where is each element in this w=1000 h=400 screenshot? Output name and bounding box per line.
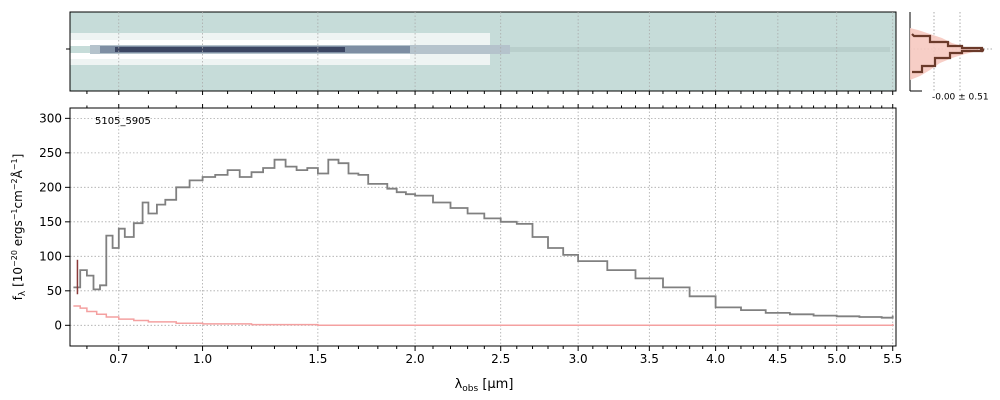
y-axis-label-part: ] bbox=[11, 154, 25, 159]
profile-marker bbox=[979, 47, 985, 53]
y-axis-label-part: −2 bbox=[10, 178, 19, 190]
spectrum-2d-gridlines bbox=[118, 12, 894, 91]
y-axis-label-part: Å bbox=[10, 169, 25, 178]
profile-annotation: -0.00 ± 0.51 bbox=[932, 93, 989, 103]
plot-area bbox=[70, 108, 896, 346]
x-tick-label: 4.0 bbox=[706, 352, 725, 366]
x-tick-label: 5.0 bbox=[827, 352, 846, 366]
plot-frame bbox=[69, 107, 897, 347]
y-axis-label-part: λ bbox=[18, 290, 28, 296]
spectrum-2d-bright-lower bbox=[70, 53, 410, 59]
x-tick-label: 1.5 bbox=[308, 352, 327, 366]
x-axis-label: λobs [μm] bbox=[455, 377, 514, 394]
x-tick-label: 3.0 bbox=[569, 352, 588, 366]
x-tick-label: 5.5 bbox=[883, 352, 902, 366]
series-line bbox=[73, 305, 894, 327]
y-tick-label: 300 bbox=[39, 111, 62, 125]
x-tick-label: 4.5 bbox=[768, 352, 787, 366]
y-tick-label: 50 bbox=[47, 284, 62, 298]
y-axis-label-part: −20 bbox=[10, 250, 19, 267]
y-tick-label: 0 bbox=[54, 318, 62, 332]
x-tick-label: 1.0 bbox=[193, 352, 212, 366]
y-axis-ticks: 0 50 100 150 200 250 300 bbox=[39, 111, 70, 332]
x-tick-label: 2.5 bbox=[491, 352, 510, 366]
spectrum-1d-series bbox=[73, 158, 894, 327]
spectrum-2d-trace-tail bbox=[510, 47, 890, 52]
x-tick-label: 3.5 bbox=[640, 352, 659, 366]
y-tick-label: 150 bbox=[39, 215, 62, 229]
x-axis-ticks: 0.7 1.0 1.5 2.0 2.5 3.0 3.5 4.0 4.5 5.0 5.5 bbox=[86, 91, 902, 366]
y-axis-label-part: −1 bbox=[10, 208, 19, 220]
x-tick-label: 2.0 bbox=[406, 352, 425, 366]
y-axis-label-part: f bbox=[11, 295, 25, 300]
y-tick-label: 100 bbox=[39, 249, 62, 263]
spectrum-2d-frame bbox=[69, 11, 897, 92]
x-axis-label-unit: [μm] bbox=[478, 377, 513, 392]
y-axis-label-part: cm bbox=[11, 190, 25, 208]
spectrum-2d-panel bbox=[66, 11, 897, 92]
y-axis-label: fλ [10−20 ergs−1cm−2Å−1] bbox=[10, 154, 28, 301]
profile-panel: -0.00 ± 0.51 bbox=[909, 12, 992, 103]
y-axis-label-part: −1 bbox=[10, 158, 19, 170]
x-axis-label-symbol: λ bbox=[455, 377, 463, 392]
series-line bbox=[73, 158, 894, 319]
y-axis-label-part: ergs bbox=[11, 220, 25, 250]
spectrum-1d-panel: 0.7 1.0 1.5 2.0 2.5 3.0 3.5 4.0 4.5 5.0 5.5 0 50 100… bbox=[10, 91, 902, 394]
y-tick-label: 200 bbox=[39, 180, 62, 194]
object-id-label: 5105_5905 bbox=[95, 116, 151, 127]
spectrum-2d-bright-upper bbox=[70, 40, 410, 46]
y-axis-label-part: [10 bbox=[11, 267, 25, 291]
x-tick-label: 0.7 bbox=[109, 352, 128, 366]
spectrum-2d-trace-core bbox=[115, 47, 345, 52]
y-tick-label: 250 bbox=[39, 146, 62, 160]
x-axis-label-subscript: obs bbox=[462, 384, 478, 394]
